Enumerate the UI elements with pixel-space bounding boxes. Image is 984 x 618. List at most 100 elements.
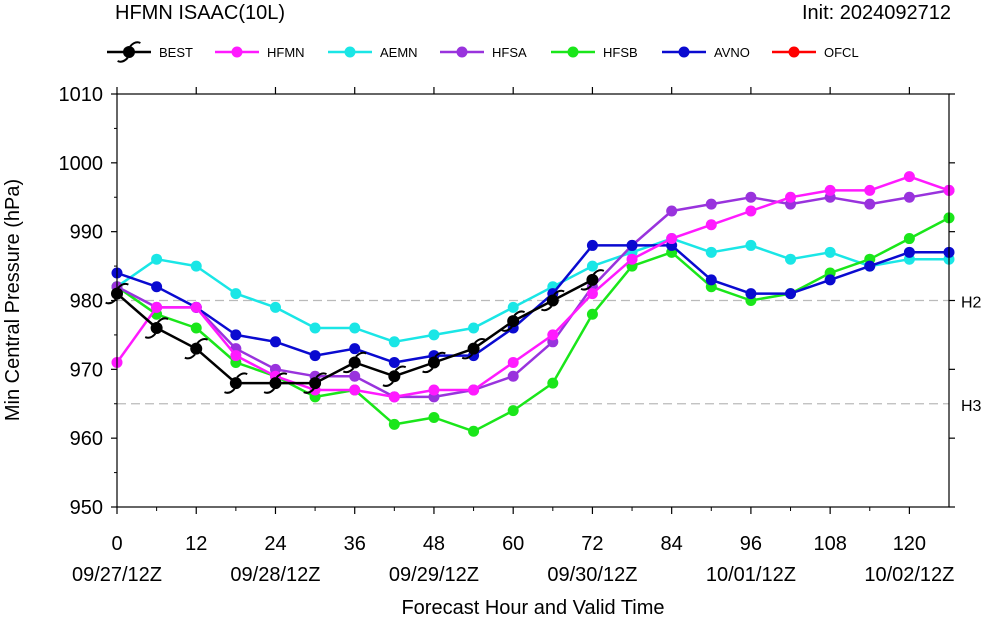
data-point <box>706 247 717 258</box>
data-point <box>151 281 162 292</box>
series-hfsb <box>112 212 955 436</box>
hurricane-arm <box>383 382 393 386</box>
data-point <box>349 384 360 395</box>
data-point <box>310 350 321 361</box>
data-point <box>151 302 162 313</box>
legend-item-hfsb: HFSB <box>551 45 638 60</box>
x-tick-label: 48 <box>423 533 445 555</box>
x-date-label: 09/29/12Z <box>389 564 479 586</box>
x-date-label: 09/28/12Z <box>230 564 320 586</box>
y-tick-label: 990 <box>70 222 103 244</box>
data-point <box>389 336 400 347</box>
data-point <box>343 353 366 372</box>
y-tick-label: 960 <box>70 428 103 450</box>
legend-label: HFSB <box>603 45 638 60</box>
data-point <box>745 206 756 217</box>
legend-marker <box>232 47 243 58</box>
y-tick-label: 950 <box>70 497 103 519</box>
series-line <box>117 239 949 342</box>
data-point <box>904 233 915 244</box>
data-point <box>349 343 360 354</box>
data-point <box>587 309 598 320</box>
data-point <box>383 367 406 386</box>
data-point <box>191 323 202 334</box>
data-point <box>785 254 796 265</box>
hurricane-core <box>349 356 361 368</box>
hurricane-arm <box>237 373 247 377</box>
data-point <box>745 288 756 299</box>
x-date-label: 10/02/12Z <box>864 564 954 586</box>
data-point <box>230 288 241 299</box>
x-axis-label: Forecast Hour and Valid Time <box>401 597 664 618</box>
series-line <box>117 218 949 431</box>
data-point <box>428 329 439 340</box>
legend-item-avno: AVNO <box>662 45 750 60</box>
data-point <box>349 371 360 382</box>
data-point <box>270 302 281 313</box>
data-point <box>191 302 202 313</box>
data-point <box>547 378 558 389</box>
legend-marker <box>789 47 800 58</box>
hurricane-arm <box>118 58 128 62</box>
y-axis-label: Min Central Pressure (hPa) <box>2 179 24 421</box>
data-point <box>706 274 717 285</box>
hurricane-arm <box>224 389 234 393</box>
hurricane-core <box>507 315 519 327</box>
data-point <box>428 384 439 395</box>
y-tick-label: 1000 <box>59 153 104 175</box>
data-point <box>864 185 875 196</box>
x-date-label: 09/30/12Z <box>547 564 637 586</box>
hurricane-core <box>190 343 202 355</box>
legend-label: HFSA <box>492 45 527 60</box>
data-point <box>904 247 915 258</box>
hurricane-core <box>123 46 135 58</box>
x-date-label: 10/01/12Z <box>706 564 796 586</box>
reference-line-label: H3 <box>961 398 982 415</box>
legend-label: AEMN <box>380 45 418 60</box>
data-point <box>745 240 756 251</box>
data-point <box>349 323 360 334</box>
data-point <box>468 323 479 334</box>
series-hfmn <box>112 171 955 402</box>
axes: 950 960 970 980 990 1000 1010 0 12 24 36 48 60 72 84 96… <box>59 84 956 586</box>
x-date-label: 09/27/12Z <box>72 564 162 586</box>
legend-item-best: BEST <box>107 42 193 61</box>
legend-marker <box>345 47 356 58</box>
series-layer <box>106 171 955 437</box>
data-point <box>587 261 598 272</box>
legend-label: HFMN <box>267 45 305 60</box>
data-point <box>745 192 756 203</box>
x-tick-label: 0 <box>111 533 122 555</box>
hurricane-core <box>388 370 400 382</box>
data-point <box>825 247 836 258</box>
data-point <box>389 419 400 430</box>
data-point <box>587 240 598 251</box>
pressure-chart: BEST HFMN AEMN HFSA HFSB AVNO OFCL H2H3 950960… <box>0 0 984 618</box>
data-point <box>389 391 400 402</box>
hurricane-core <box>547 295 559 307</box>
data-point <box>627 254 638 265</box>
hurricane-core <box>586 274 598 286</box>
legend-item-hfsa: HFSA <box>440 45 527 60</box>
data-point <box>825 185 836 196</box>
data-point <box>666 233 677 244</box>
y-tick-label: 980 <box>70 291 103 313</box>
data-point <box>785 288 796 299</box>
data-point <box>706 199 717 210</box>
legend-marker <box>568 47 579 58</box>
data-point <box>904 171 915 182</box>
x-tick-label: 120 <box>893 533 926 555</box>
y-tick-label: 970 <box>70 359 103 381</box>
data-point <box>310 323 321 334</box>
data-point <box>230 350 241 361</box>
x-tick-label: 108 <box>813 533 846 555</box>
hurricane-core <box>428 356 440 368</box>
data-point <box>508 405 519 416</box>
data-point <box>547 329 558 340</box>
data-point <box>864 261 875 272</box>
hurricane-core <box>151 322 163 334</box>
legend-label: BEST <box>159 45 193 60</box>
hurricane-arm <box>145 334 155 338</box>
data-point <box>706 219 717 230</box>
legend-marker <box>457 47 468 58</box>
